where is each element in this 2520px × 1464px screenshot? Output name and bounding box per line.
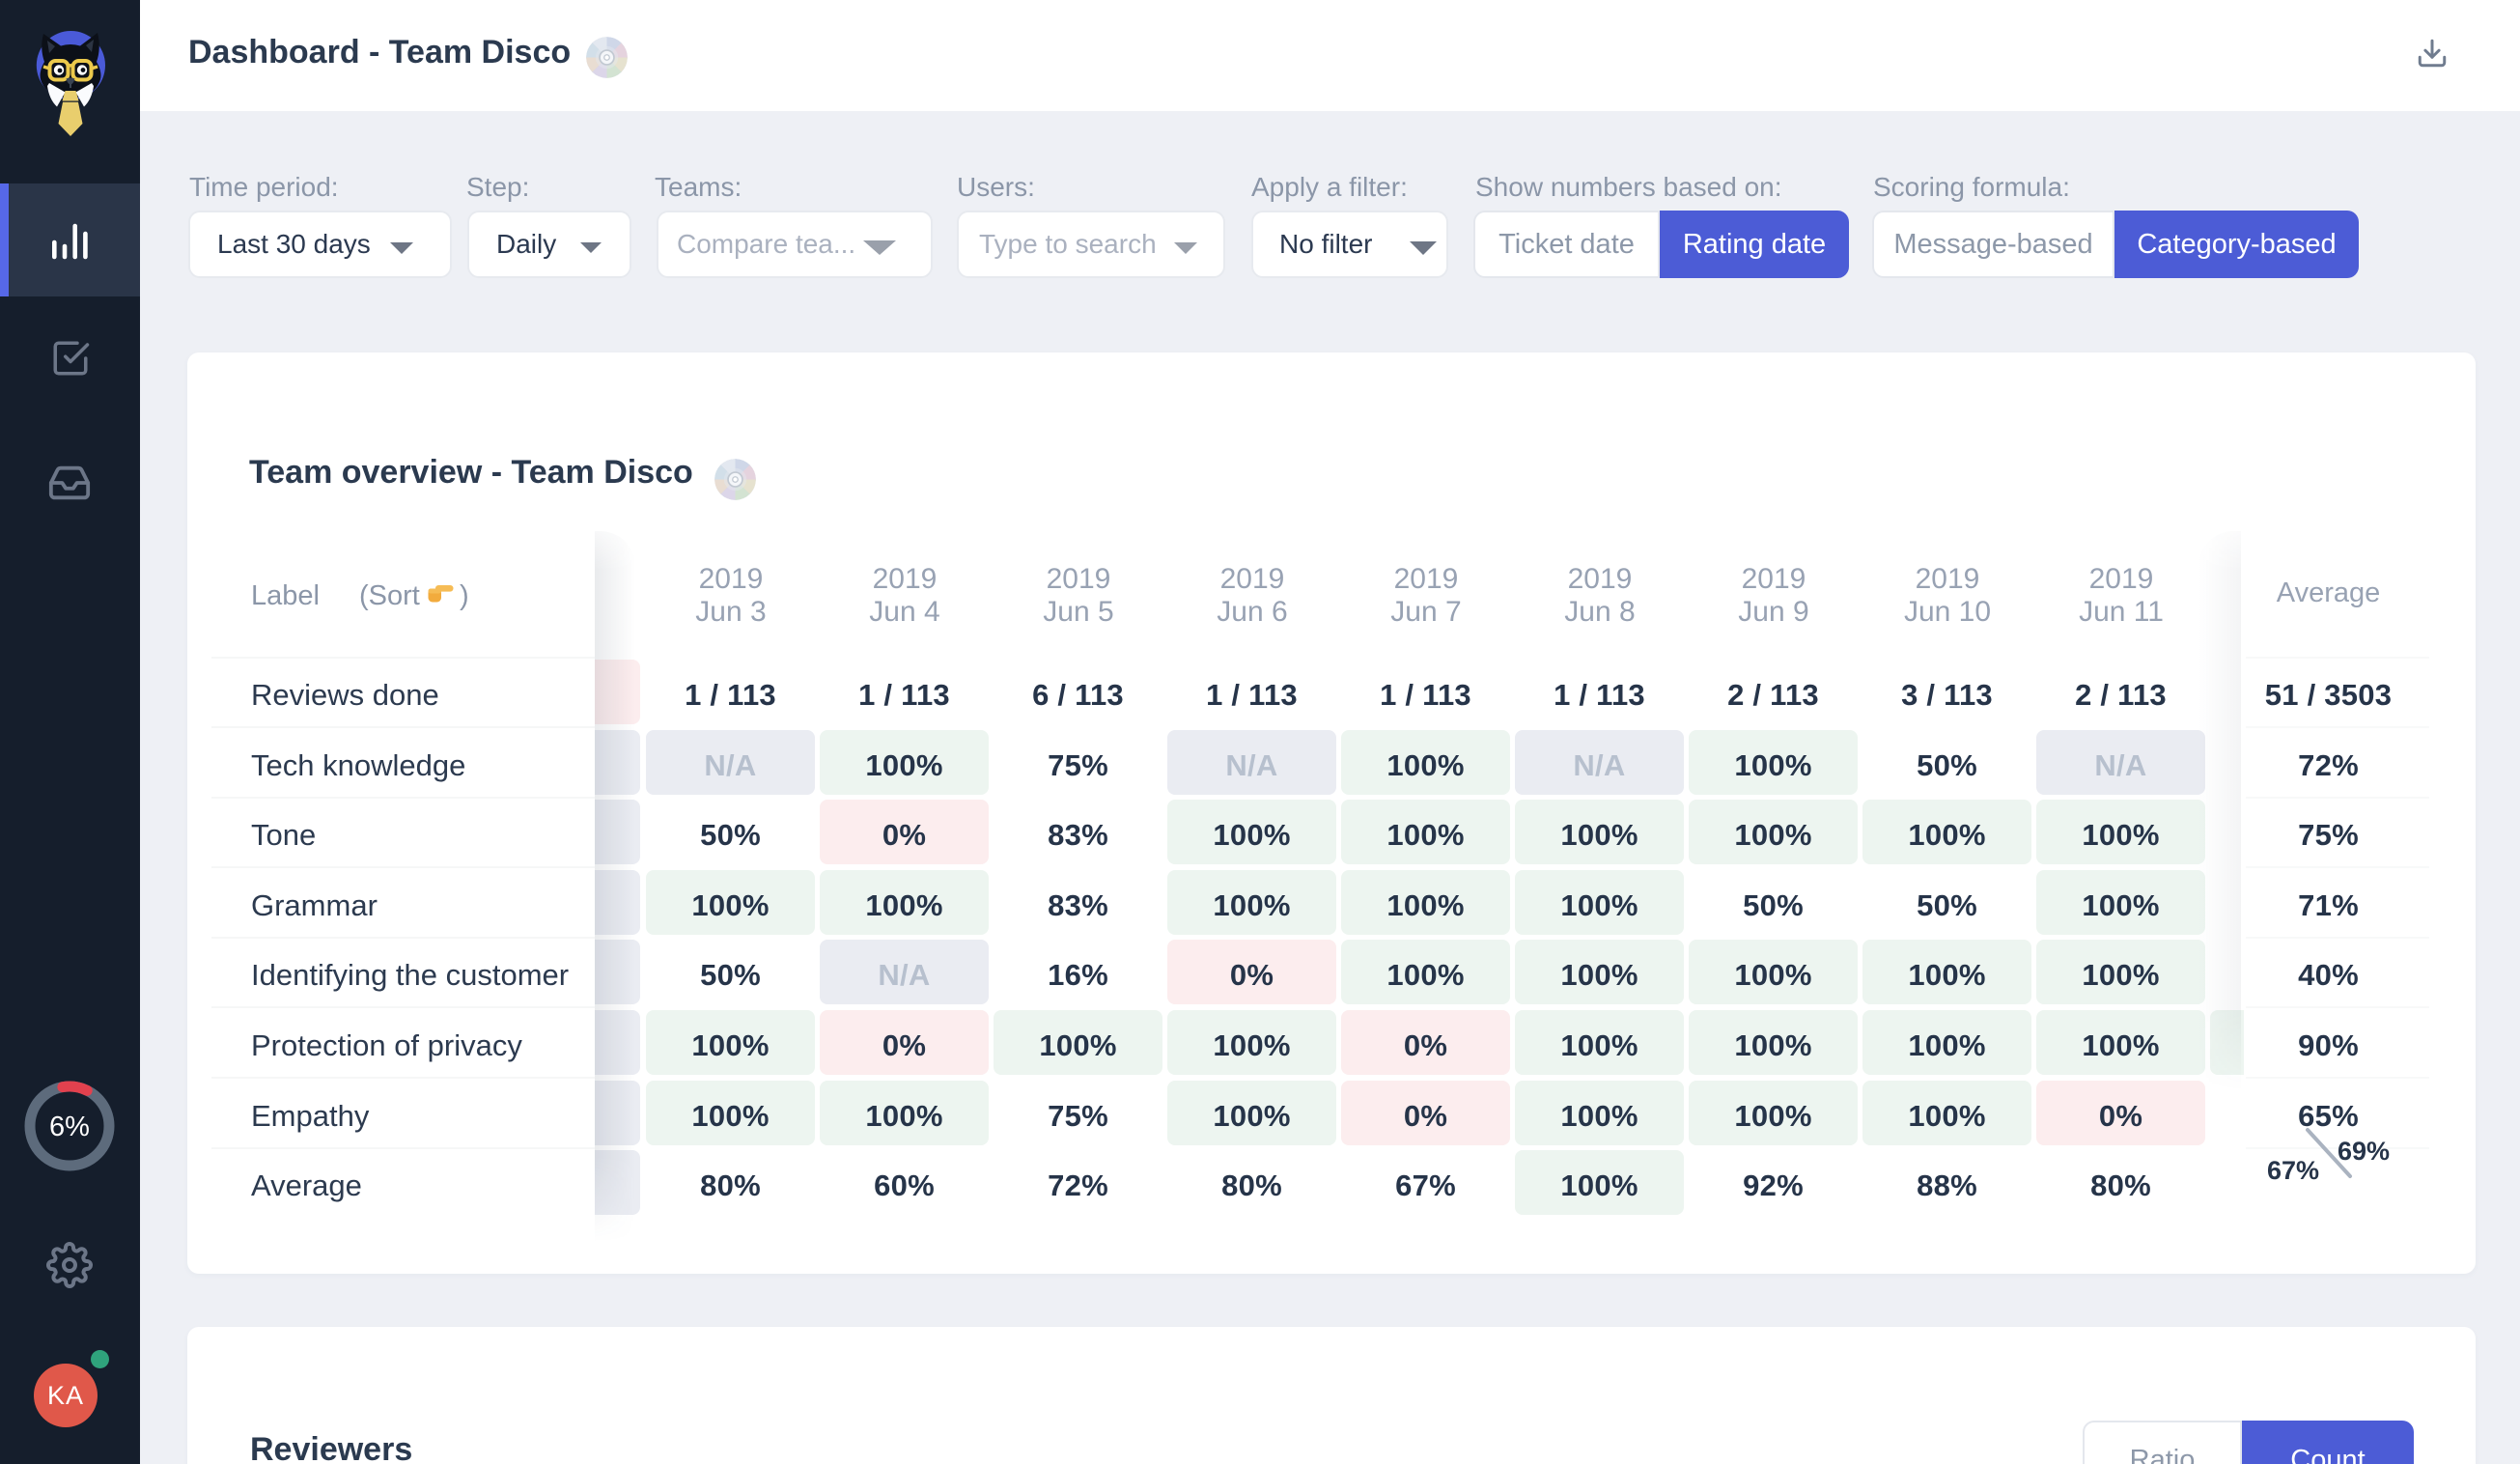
svg-text:6%: 6% xyxy=(49,1112,90,1142)
